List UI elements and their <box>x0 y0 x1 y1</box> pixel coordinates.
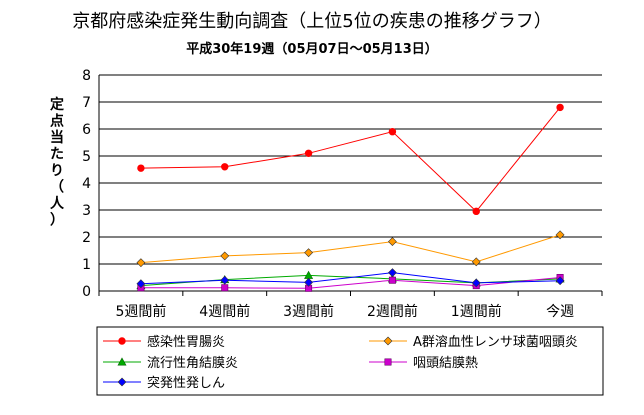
y-axis-label-char: 当 <box>50 129 64 146</box>
series-line <box>140 277 561 289</box>
series-line <box>140 234 561 264</box>
series-line <box>140 107 561 213</box>
y-tick-label: 0 <box>82 284 91 300</box>
legend-label: A群溶血性レンサ球菌咽頭炎 <box>413 335 578 350</box>
data-point <box>304 277 314 287</box>
legend-label: 突発性発しん <box>147 375 225 391</box>
y-tick-label: 1 <box>82 257 91 273</box>
y-axis-label-char: 人 <box>50 195 65 212</box>
y-tick-label: 8 <box>82 68 91 84</box>
legend-item: 感染性胃腸炎 <box>103 334 225 350</box>
chart-title: 京都府感染症発生動向調査（上位5位の疾患の推移グラフ） <box>72 11 551 32</box>
series <box>136 268 565 289</box>
chart-subtitle: 平成30年19週（05月07日～05月13日） <box>186 41 438 57</box>
data-point <box>117 377 127 387</box>
x-tick-label: 3週間前 <box>283 303 334 320</box>
legend-item: 突発性発しん <box>103 375 225 391</box>
y-tick-labels: 0 1 2 3 4 5 6 7 8 <box>82 68 91 300</box>
legend-item: A群溶血性レンサ球菌咽頭炎 <box>369 335 578 350</box>
y-tick-label: 6 <box>82 122 91 138</box>
data-point <box>388 276 396 284</box>
data-point <box>556 103 564 112</box>
y-tick-label: 3 <box>82 203 91 219</box>
data-point <box>117 357 127 366</box>
data-point <box>304 149 313 158</box>
series <box>136 270 565 290</box>
data-point <box>388 128 397 136</box>
data-point <box>387 237 397 247</box>
data-point <box>383 336 393 346</box>
data-point <box>136 258 146 268</box>
data-point <box>221 284 229 292</box>
series-group <box>136 103 565 292</box>
data-point <box>220 251 230 261</box>
y-axis-label-char: （ <box>50 180 64 196</box>
legend-box <box>96 326 604 396</box>
legend-label: 咽頭結膜熱 <box>413 356 478 371</box>
x-tick-label: 5週間前 <box>115 303 166 320</box>
axes <box>98 75 603 296</box>
series <box>137 103 564 216</box>
data-point <box>555 276 565 286</box>
y-tick-label: 4 <box>82 176 91 192</box>
data-point <box>118 337 126 345</box>
legend-item: 流行性角結膜炎 <box>103 356 238 371</box>
legend-label: 感染性胃腸炎 <box>147 334 225 350</box>
y-tick-label: 5 <box>82 149 91 165</box>
gridlines <box>99 74 602 265</box>
data-point <box>387 268 397 278</box>
data-point <box>136 279 146 289</box>
series-line <box>140 272 561 285</box>
x-tick-label: 今週 <box>546 304 574 320</box>
x-tick-label: 1週間前 <box>451 303 502 320</box>
data-point <box>304 248 314 258</box>
x-tick-label: 4週間前 <box>199 303 250 320</box>
series <box>136 230 565 268</box>
y-tick-label: 2 <box>82 230 91 246</box>
data-point <box>304 270 314 279</box>
y-axis-label-char: 点 <box>50 113 64 130</box>
y-axis-label-char: た <box>50 147 64 163</box>
data-point <box>555 230 565 240</box>
data-point <box>137 164 145 172</box>
data-point <box>221 163 229 171</box>
legend-label: 流行性角結膜炎 <box>147 356 238 371</box>
y-axis-label-char: り <box>50 163 64 179</box>
legend-item: 咽頭結膜熱 <box>369 356 478 371</box>
y-tick-label: 7 <box>82 95 91 111</box>
x-tick-label: 2週間前 <box>367 303 418 320</box>
y-axis-label-char: 定 <box>50 96 64 113</box>
data-point <box>220 275 230 285</box>
data-point <box>471 257 481 267</box>
x-tick-labels: 5週間前 4週間前 3週間前 2週間前 1週間前 今週 <box>115 303 574 320</box>
data-point <box>472 207 480 216</box>
data-point <box>384 358 392 366</box>
data-point <box>471 278 481 288</box>
y-axis-label-char: ） <box>50 213 64 229</box>
